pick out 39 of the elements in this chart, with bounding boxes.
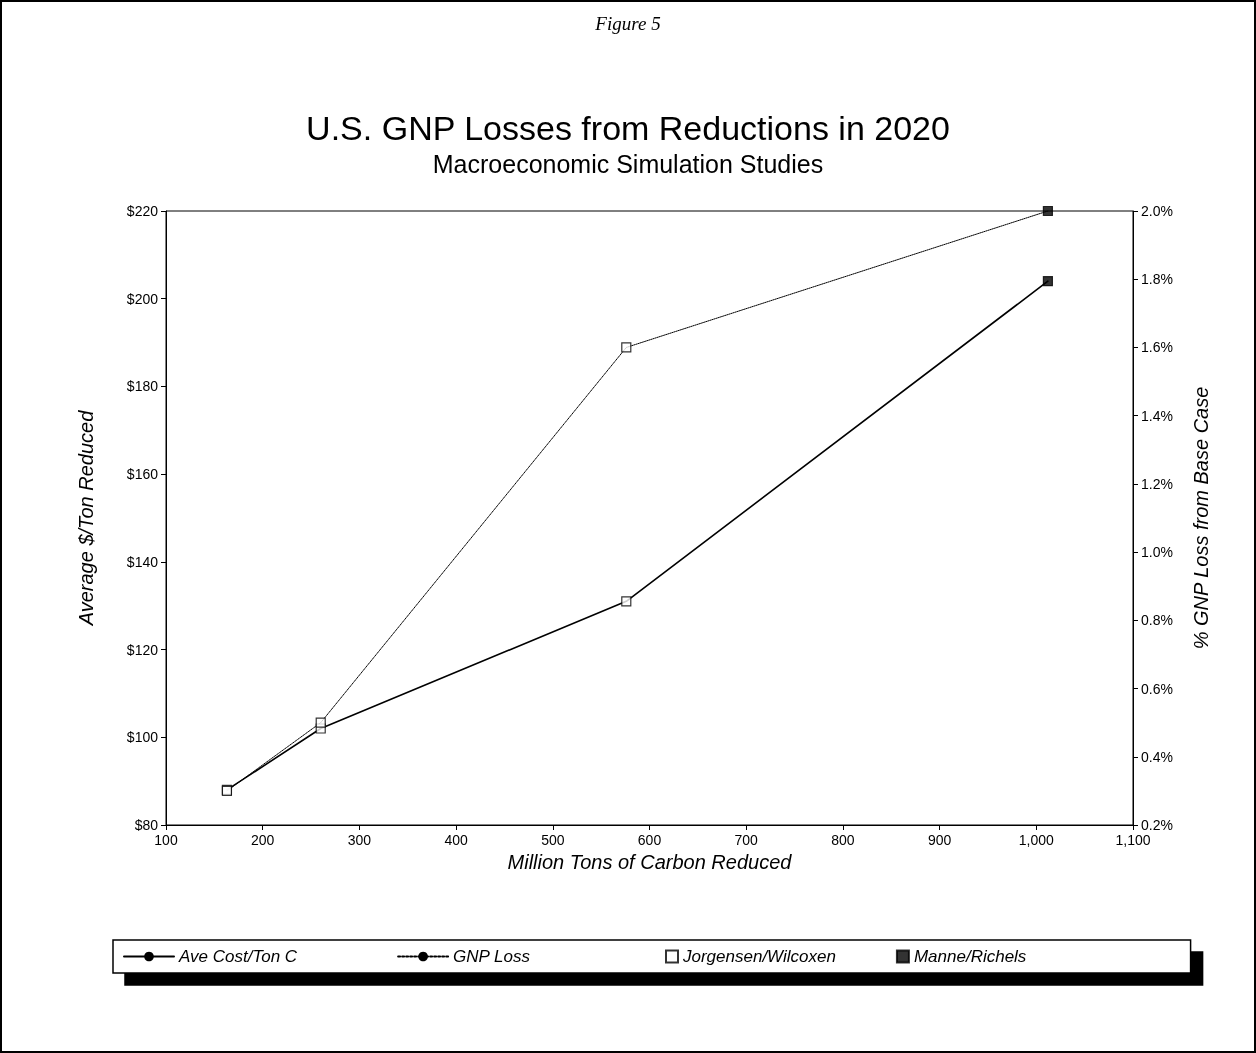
x-tick-label: 700 bbox=[734, 832, 759, 848]
legend-label: GNP Loss bbox=[453, 947, 531, 966]
y2-tick-label: 1.2% bbox=[1141, 475, 1173, 492]
x-tick-label: 600 bbox=[637, 832, 662, 848]
y2-tick-label: 1.0% bbox=[1141, 544, 1173, 561]
chart-title: U.S. GNP Losses from Reductions in 2020 bbox=[306, 109, 950, 147]
y-tick-label: $100 bbox=[126, 729, 159, 746]
y-tick-label: $200 bbox=[126, 290, 159, 307]
y2-axis-title: % GNP Loss from Base Case bbox=[1190, 386, 1212, 650]
y2-tick-label: 0.8% bbox=[1141, 612, 1173, 629]
x-tick-label: 500 bbox=[541, 832, 565, 848]
y2-tick-label: 0.4% bbox=[1141, 748, 1173, 765]
x-axis-title: Million Tons of Carbon Reduced bbox=[507, 850, 793, 873]
y2-tick-label: 1.8% bbox=[1141, 271, 1173, 288]
y2-tick-label: 1.6% bbox=[1141, 339, 1173, 356]
x-tick-label: 300 bbox=[347, 832, 372, 848]
y-tick-label: $140 bbox=[126, 553, 159, 570]
x-tick-label: 1,100 bbox=[1115, 832, 1151, 848]
legend-label: Jorgensen/Wilcoxen bbox=[682, 947, 836, 966]
y-axis-title: Average $/Ton Reduced bbox=[75, 409, 97, 627]
y2-tick-label: 0.6% bbox=[1141, 680, 1173, 697]
x-tick-label: 800 bbox=[831, 832, 855, 848]
y-tick-label: $80 bbox=[134, 817, 159, 833]
y-tick-label: $160 bbox=[126, 466, 159, 483]
legend-label: Ave Cost/Ton C bbox=[178, 947, 298, 966]
y2-tick-label: 2.0% bbox=[1141, 203, 1173, 219]
y-tick-label: $120 bbox=[126, 641, 159, 658]
legend-label: Manne/Richels bbox=[913, 947, 1027, 966]
x-tick-label: 200 bbox=[251, 832, 275, 848]
y-tick-label: $220 bbox=[126, 203, 159, 219]
x-tick-label: 400 bbox=[444, 832, 468, 848]
caption: Figure 5 bbox=[594, 13, 661, 34]
y2-tick-label: 0.2% bbox=[1141, 817, 1173, 833]
y-tick-label: $180 bbox=[126, 378, 159, 395]
x-tick-label: 900 bbox=[927, 832, 952, 848]
chart-subtitle: Macroeconomic Simulation Studies bbox=[432, 149, 824, 178]
x-tick-label: 100 bbox=[154, 832, 178, 848]
y2-tick-label: 1.4% bbox=[1141, 407, 1173, 424]
x-tick-label: 1,000 bbox=[1018, 832, 1055, 848]
